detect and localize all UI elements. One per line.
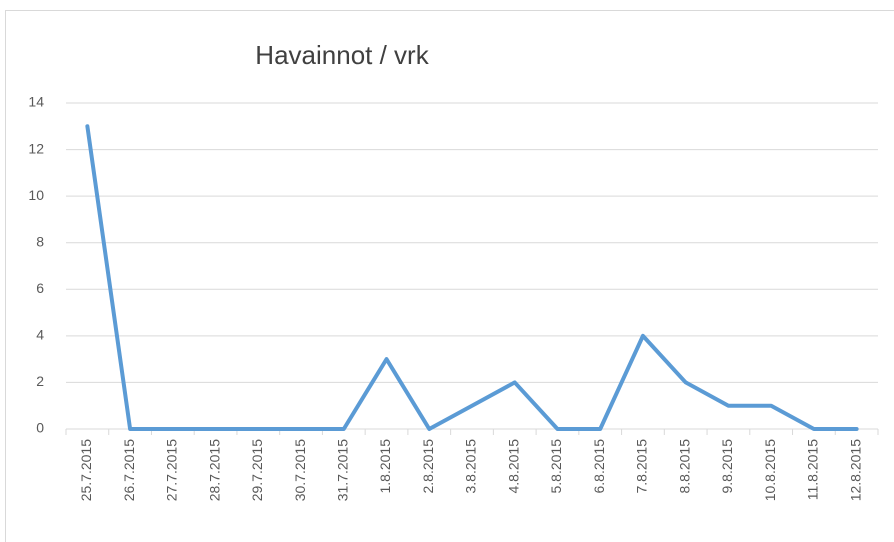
x-tick-label: 28.7.2015 <box>206 439 222 501</box>
data-line <box>85 124 859 431</box>
x-tick-label: 1.8.2015 <box>377 439 393 494</box>
x-tick-label: 11.8.2015 <box>805 439 821 500</box>
chart-title: Havainnot / vrk <box>255 40 429 70</box>
x-tick-label: 3.8.2015 <box>463 439 479 494</box>
y-tick-label: 12 <box>28 140 44 156</box>
x-tick-label: 27.7.2015 <box>164 439 180 501</box>
x-tick-label: 12.8.2015 <box>847 439 863 501</box>
x-tick-label: 6.8.2015 <box>591 439 607 494</box>
y-tick-label: 6 <box>36 280 44 296</box>
y-tick-label: 0 <box>36 420 44 436</box>
x-tick-label: 7.8.2015 <box>634 439 650 494</box>
x-tick-label: 5.8.2015 <box>548 439 564 494</box>
x-tick-label: 31.7.2015 <box>334 439 350 501</box>
x-tick-label: 9.8.2015 <box>719 439 735 494</box>
x-tick-label: 29.7.2015 <box>249 439 265 501</box>
x-tick-label: 2.8.2015 <box>420 439 436 494</box>
y-tick-label: 4 <box>36 327 44 343</box>
x-tick-label: 30.7.2015 <box>292 439 308 501</box>
y-tick-label: 2 <box>36 373 44 389</box>
y-tick-label: 14 <box>28 94 44 110</box>
x-tick-label: 25.7.2015 <box>78 439 94 501</box>
x-tick-label: 4.8.2015 <box>505 439 521 494</box>
y-tick-label: 8 <box>36 233 44 249</box>
y-tick-label: 10 <box>28 187 44 203</box>
chart-frame <box>5 10 894 542</box>
x-tick-label: 10.8.2015 <box>762 439 778 501</box>
x-tick-label: 26.7.2015 <box>121 439 137 501</box>
x-tick-label: 8.8.2015 <box>676 439 692 494</box>
